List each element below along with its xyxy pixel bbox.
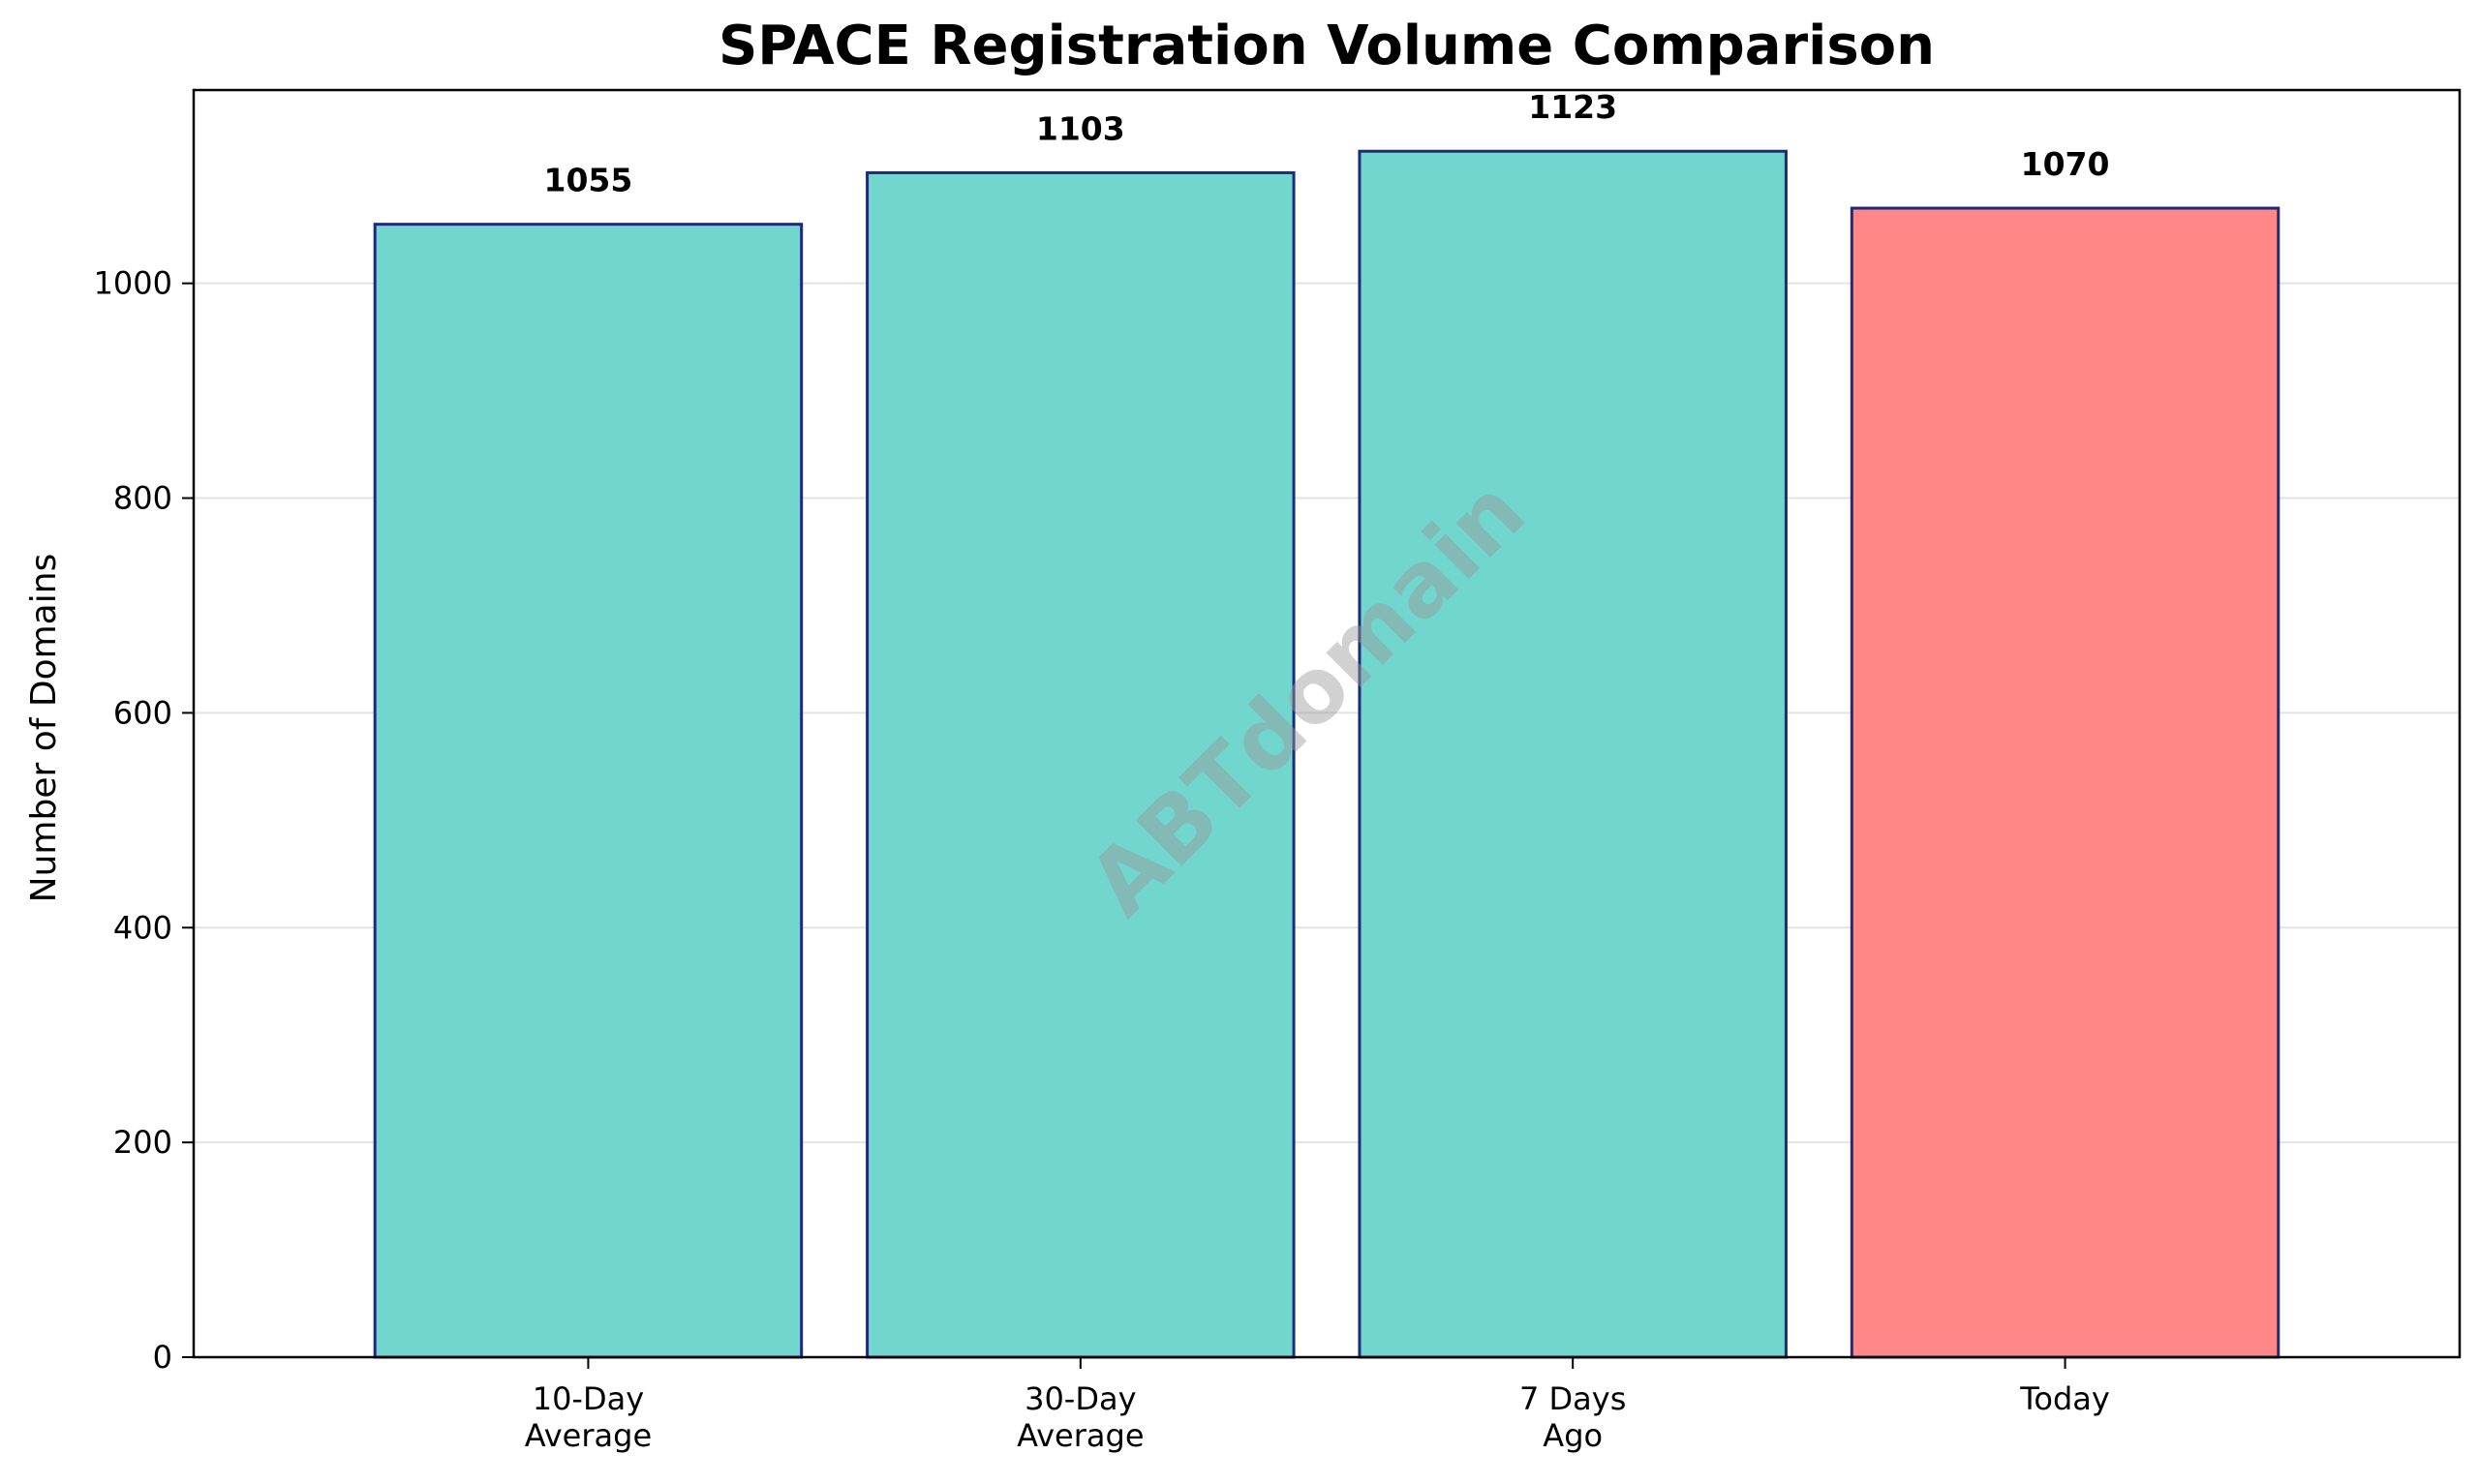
- bar: [1358, 149, 1788, 1359]
- x-tick-label-line: Average: [525, 1417, 652, 1454]
- value-labels: 1055 1103 1123 1070: [544, 88, 2110, 198]
- x-tick-label: Today: [2019, 1380, 2110, 1417]
- y-tick-label: 800: [113, 480, 172, 517]
- x-tick-label: 7 Days Ago: [1519, 1380, 1626, 1454]
- y-axis-label: Number of Domains: [24, 554, 64, 903]
- y-tick-label: 0: [153, 1339, 172, 1376]
- bar: [1850, 206, 2280, 1359]
- x-tick-label-line: Today: [2019, 1380, 2110, 1417]
- y-tick-label: 200: [113, 1124, 172, 1161]
- x-tick-label: 30-Day Average: [1017, 1380, 1144, 1454]
- bar: [373, 223, 804, 1359]
- plot-frame: [192, 88, 2462, 1359]
- y-axis-ticks: 0 200 400 600 800 1000: [94, 265, 194, 1376]
- value-label: 1103: [1036, 109, 1125, 147]
- chart-title: SPACE Registration Volume Comparison: [719, 15, 1935, 77]
- x-tick-label-line: 10-Day: [533, 1380, 644, 1417]
- y-tick-label: 1000: [94, 265, 172, 302]
- bars: [373, 149, 2280, 1359]
- y-tick-label: 400: [113, 909, 172, 946]
- x-tick-label: 10-Day Average: [525, 1380, 652, 1454]
- x-tick-label-line: Average: [1017, 1417, 1144, 1454]
- x-tick-label-line: 30-Day: [1025, 1380, 1136, 1417]
- x-tick-label-line: Ago: [1543, 1417, 1603, 1454]
- value-label: 1070: [2021, 145, 2110, 183]
- value-label: 1123: [1528, 88, 1617, 126]
- y-tick-label: 600: [113, 694, 172, 731]
- x-tick-label-line: 7 Days: [1519, 1380, 1626, 1417]
- value-label: 1055: [544, 162, 633, 199]
- bar: [866, 170, 1296, 1359]
